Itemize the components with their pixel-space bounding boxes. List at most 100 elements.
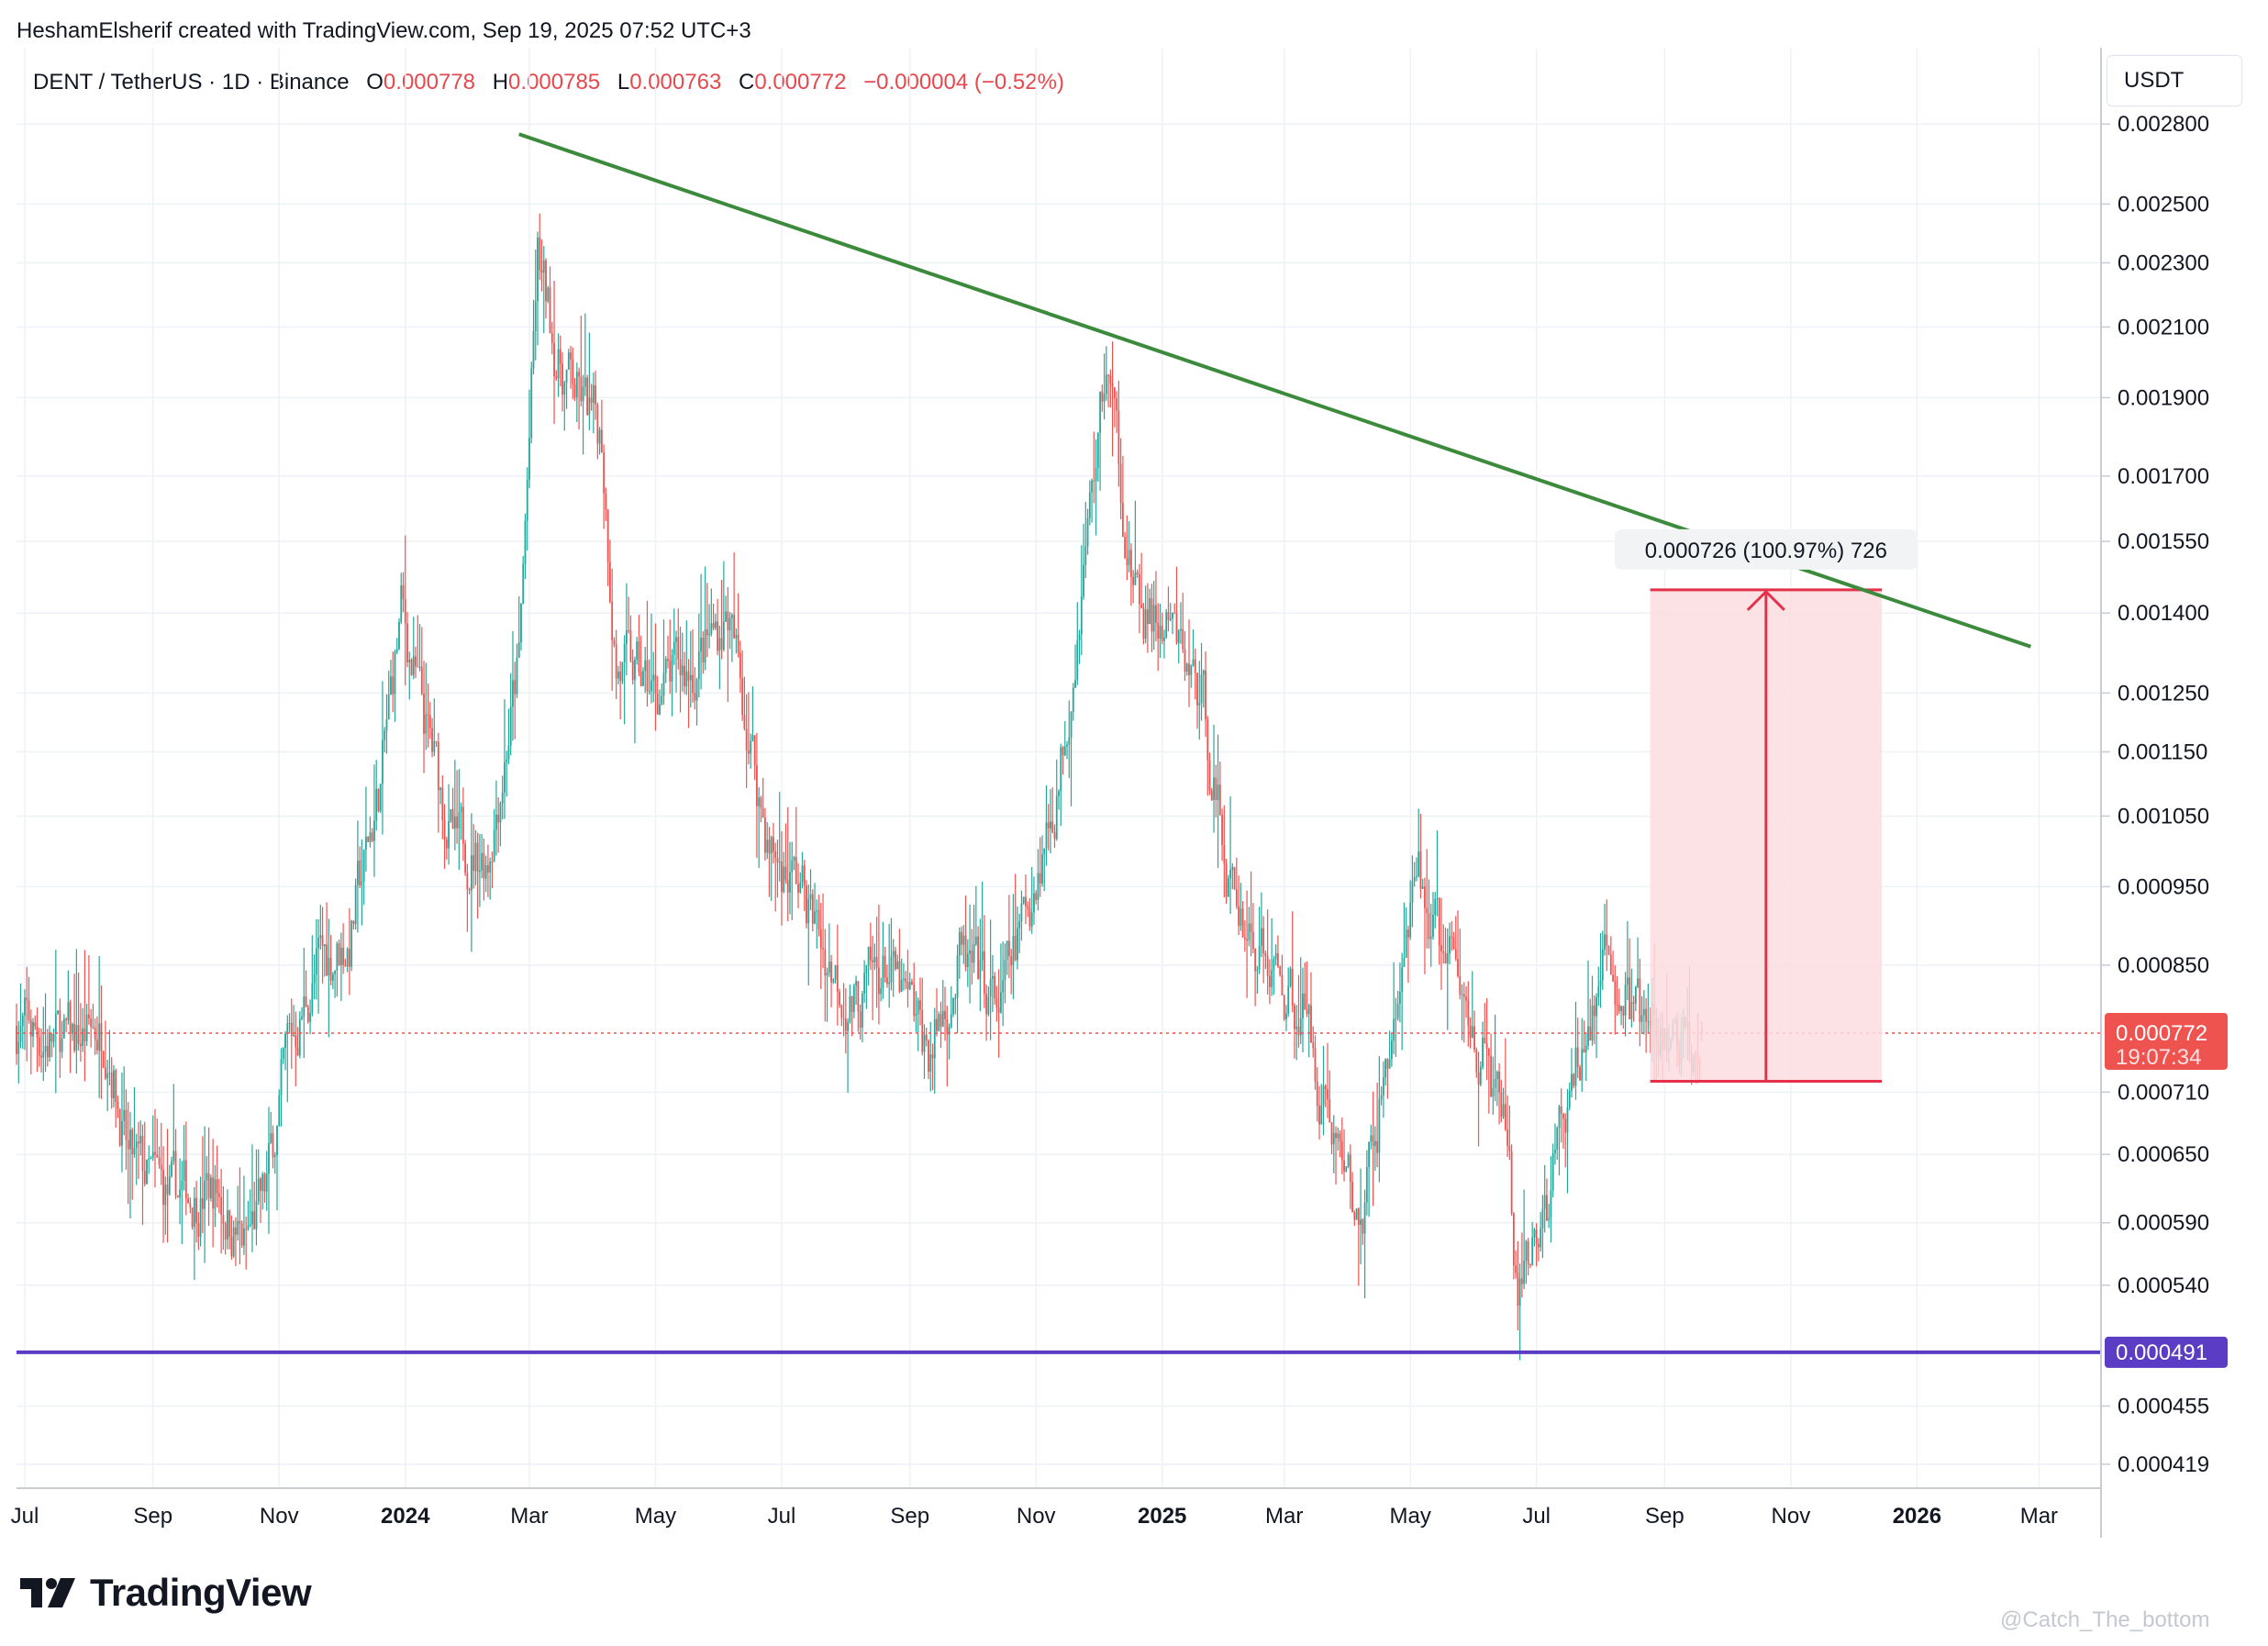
candle-body [565, 369, 568, 384]
candle-body [687, 671, 690, 681]
candle-body [1409, 902, 1412, 938]
candle-body [880, 987, 883, 995]
candle-body [1062, 747, 1064, 756]
candle-body [748, 751, 750, 754]
candle-body [964, 935, 967, 967]
candle-body [608, 562, 611, 603]
candle-body [1188, 663, 1190, 675]
candle-body [722, 621, 725, 650]
candle-body [936, 1018, 938, 1031]
candle-body [1002, 980, 1005, 993]
candle-body [784, 866, 787, 881]
candle-body [106, 1073, 109, 1079]
candle-body [737, 634, 739, 653]
candle-body [1535, 1229, 1538, 1244]
candle-body [915, 1014, 917, 1016]
candle-body [1173, 613, 1176, 615]
tradingview-logo-icon [20, 1578, 75, 1607]
candle-body [1066, 744, 1068, 747]
candle-body [1362, 1219, 1364, 1234]
candle-body [621, 662, 624, 682]
candle-body [710, 623, 713, 634]
candle-body [21, 1015, 24, 1027]
candle-body [861, 994, 863, 1028]
candle-body [282, 1047, 284, 1060]
candle-body [1312, 1042, 1315, 1049]
candle-body [1206, 718, 1209, 761]
candle-body [911, 981, 913, 985]
candle-body [1599, 980, 1602, 987]
descending-trendline[interactable] [518, 132, 2032, 649]
candle-body [1529, 1264, 1531, 1266]
candle-body [92, 1026, 94, 1029]
candle-body [783, 866, 785, 893]
candle-body [301, 1016, 303, 1019]
price-range-measure[interactable] [1650, 588, 1883, 1083]
candle-body [468, 889, 471, 891]
candle-body [1215, 777, 1217, 800]
currency-unit-button[interactable]: USDT [2107, 55, 2242, 106]
candle-body [1271, 970, 1273, 987]
candle-body [646, 660, 649, 692]
candle-body [939, 1014, 942, 1027]
candle-body [1248, 923, 1251, 941]
candle-body [1264, 952, 1267, 957]
change-value: −0.000004 (−0.52%) [863, 70, 1064, 95]
candle-body [549, 287, 551, 334]
candle-body [758, 797, 761, 806]
candle-body [819, 929, 822, 949]
candle-body [1498, 1071, 1500, 1093]
candle-body [415, 656, 417, 667]
candle-body [882, 955, 884, 988]
tradingview-logo[interactable]: TradingView [17, 1571, 312, 1615]
candle-body [1368, 1141, 1370, 1167]
candle-body [857, 981, 860, 1012]
candle-body [673, 641, 675, 655]
candle-body [158, 1157, 161, 1165]
candle-body [1266, 956, 1269, 976]
price-tick-label: 0.000590 [2118, 1211, 2209, 1236]
time-tick-label: Nov [1017, 1504, 1056, 1529]
candle-body [110, 1073, 113, 1099]
candle-body [1273, 959, 1275, 971]
candle-body [263, 1173, 266, 1192]
candle-body [1469, 1025, 1472, 1038]
candle-body [476, 842, 479, 873]
candle-body [117, 1101, 119, 1109]
candle-body [38, 1037, 40, 1056]
candle-body [1523, 1260, 1526, 1285]
time-axis[interactable]: Jul Sep Nov 2024 Mar May Jul Sep Nov 2025 Mar May Ju… [11, 1504, 2058, 1529]
time-tick-label: 2024 [381, 1504, 430, 1529]
candle-body [1084, 546, 1087, 565]
candle-body [127, 1140, 129, 1150]
price-axis[interactable]: 0.002800 0.002500 0.002300 0.002100 0.001900… [2101, 112, 2209, 1477]
candle-body [1105, 374, 1107, 395]
candle-body [361, 881, 363, 885]
candle-body [1274, 952, 1277, 960]
candle-body [1639, 978, 1641, 1022]
candle-body [692, 674, 694, 694]
candle-body [1060, 747, 1062, 792]
candle-body [1640, 1015, 1643, 1022]
candle-body [29, 1019, 32, 1037]
candle-body [1531, 1237, 1534, 1265]
candle-body [1229, 870, 1231, 879]
measure-label-background [1614, 528, 1918, 570]
candle-body [613, 639, 616, 645]
candle-body [1027, 906, 1029, 909]
candle-body [1291, 968, 1294, 1007]
candle-body [313, 974, 316, 984]
candle-body [1277, 952, 1279, 967]
candle-body [1438, 898, 1440, 946]
candle-body [174, 1151, 177, 1196]
symbol-label[interactable]: DENT / TetherUS · 1D · Binance [33, 70, 350, 95]
candle-body [1004, 959, 1006, 981]
candle-body [305, 996, 307, 1007]
candle-body [338, 943, 340, 965]
candle-body [1434, 898, 1437, 915]
candle-body [328, 957, 330, 976]
candle-body [1258, 945, 1261, 970]
candle-body [121, 1120, 123, 1146]
candle-body [1616, 1004, 1618, 1006]
